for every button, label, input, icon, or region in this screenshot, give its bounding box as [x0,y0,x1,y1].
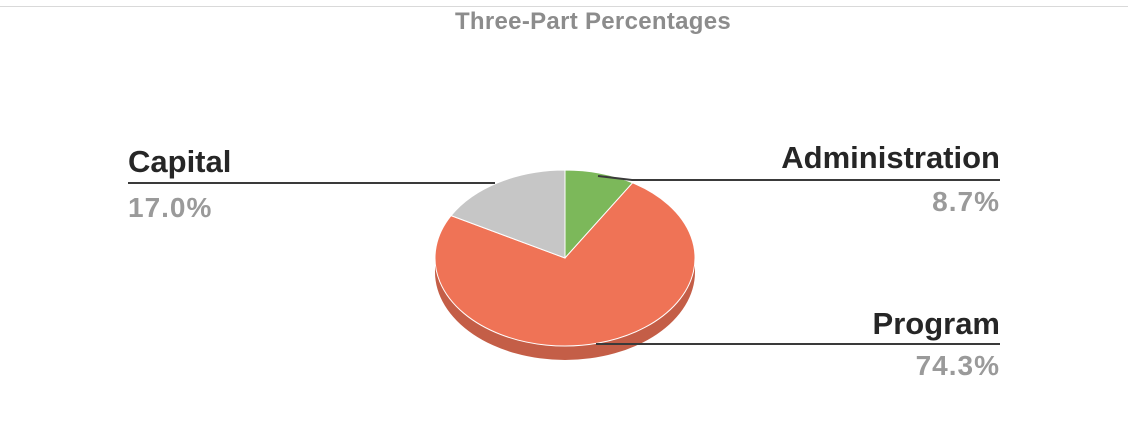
slice-value-program: 74.3% [915,350,1000,381]
slice-value-capital: 17.0% [128,192,213,223]
slice-label-capital: Capital [128,144,232,179]
leader-line-administration [597,175,1000,181]
pie-slice-capital [450,169,566,259]
slice-label-program: Program [872,306,1000,341]
chart-title: Three-Part Percentages [454,8,732,35]
top-border [0,6,1128,7]
slice-label-administration: Administration [781,140,1000,175]
slice-value-administration: 8.7% [932,186,1000,217]
